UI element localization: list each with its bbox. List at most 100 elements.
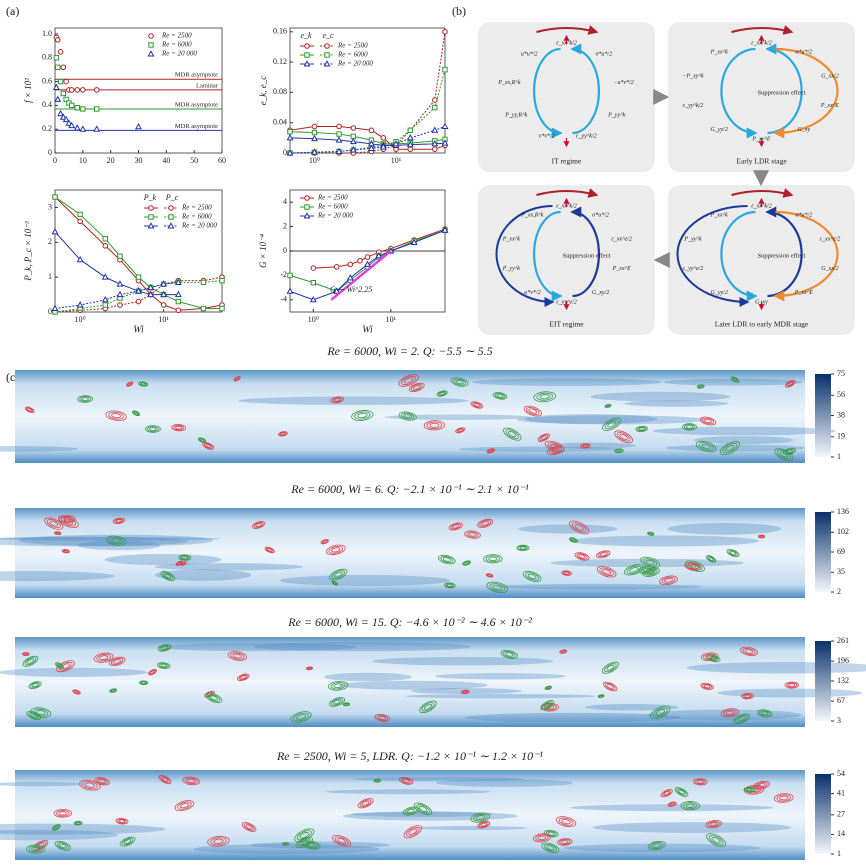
series-line — [289, 137, 446, 146]
streak — [495, 583, 702, 590]
colorbar-label: 1 — [837, 452, 841, 461]
contour — [485, 573, 494, 578]
colorbar — [815, 374, 831, 457]
marker — [407, 146, 414, 153]
note: Suppression effect — [562, 252, 610, 259]
contour — [571, 522, 587, 533]
contour — [483, 554, 503, 564]
contour — [466, 531, 479, 538]
series-line — [54, 281, 179, 310]
x-tick-label: 10¹ — [158, 315, 169, 324]
contour — [187, 778, 196, 784]
contour — [321, 539, 328, 544]
streak — [590, 391, 731, 402]
contour — [375, 779, 380, 782]
contour — [450, 377, 469, 387]
contour — [110, 688, 117, 693]
contour — [527, 573, 537, 580]
streak — [154, 563, 304, 571]
marker — [174, 290, 182, 298]
contour — [328, 680, 349, 691]
marker — [406, 140, 414, 148]
contour — [662, 790, 672, 797]
colorbar-label: 1 — [837, 849, 841, 858]
contour — [599, 552, 607, 557]
reference-label: Laminar — [196, 82, 219, 89]
contour — [758, 535, 765, 538]
x-tick-label: 60 — [218, 156, 226, 165]
contour — [599, 695, 603, 698]
marker — [406, 133, 414, 141]
contour — [26, 710, 42, 721]
contour — [731, 377, 739, 383]
contour — [410, 383, 423, 391]
contour — [779, 451, 789, 458]
contour — [648, 532, 654, 536]
marker — [160, 290, 168, 298]
marker — [63, 78, 69, 85]
contour — [181, 562, 185, 565]
contour — [704, 418, 712, 424]
stage-box — [668, 22, 855, 172]
marker — [93, 125, 101, 132]
contour — [227, 651, 247, 661]
contour — [776, 449, 791, 460]
colorbar — [815, 512, 831, 592]
contour — [331, 547, 341, 553]
legend-label: Re = 2500 — [317, 194, 348, 202]
streak — [0, 829, 119, 841]
legend-label: Re = 20 000 — [317, 212, 353, 220]
x-tick-label: 0 — [53, 156, 57, 165]
contour — [702, 683, 712, 690]
contour — [472, 402, 482, 408]
flow-arc — [533, 210, 563, 302]
contour — [52, 824, 60, 830]
contour — [158, 663, 169, 669]
contour — [164, 573, 172, 579]
contour — [707, 654, 721, 663]
contour — [333, 581, 337, 585]
contour — [234, 376, 240, 381]
legend-label: Re = 6000 — [317, 203, 348, 211]
contour — [112, 517, 126, 525]
contour — [117, 818, 127, 824]
marker — [286, 287, 294, 294]
contour — [708, 557, 714, 561]
contour — [404, 807, 418, 815]
series-line — [313, 228, 446, 269]
contour — [486, 581, 509, 594]
contour — [436, 390, 448, 397]
contour — [732, 377, 738, 382]
marker — [432, 97, 438, 103]
contour — [23, 652, 28, 656]
contour — [330, 682, 346, 690]
contour — [697, 384, 704, 389]
node-label: G_xx/2 — [821, 74, 838, 80]
contour — [176, 561, 182, 566]
contour — [701, 443, 711, 450]
contour — [526, 407, 540, 416]
marker — [357, 257, 363, 264]
contour — [110, 657, 124, 665]
contour — [359, 799, 372, 808]
contour — [726, 549, 740, 558]
contour — [685, 425, 694, 429]
streak — [193, 844, 380, 854]
marker — [148, 205, 154, 211]
colorbar — [815, 641, 831, 721]
contour — [354, 411, 371, 420]
marker — [74, 87, 81, 93]
contour — [545, 686, 552, 690]
marker — [349, 146, 357, 153]
node-label: P_xx^k — [710, 213, 729, 219]
marker — [77, 218, 83, 225]
contour — [468, 532, 477, 537]
streak — [238, 396, 469, 405]
contour — [416, 804, 430, 814]
y-tick-label: 0 — [48, 148, 52, 157]
streak — [154, 569, 252, 581]
node-label: P_xy^E — [751, 136, 771, 142]
contour — [787, 381, 793, 386]
contour — [523, 405, 543, 417]
marker — [102, 236, 108, 242]
